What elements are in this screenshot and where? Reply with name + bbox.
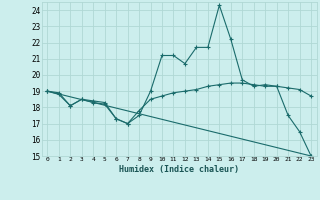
X-axis label: Humidex (Indice chaleur): Humidex (Indice chaleur)	[119, 165, 239, 174]
